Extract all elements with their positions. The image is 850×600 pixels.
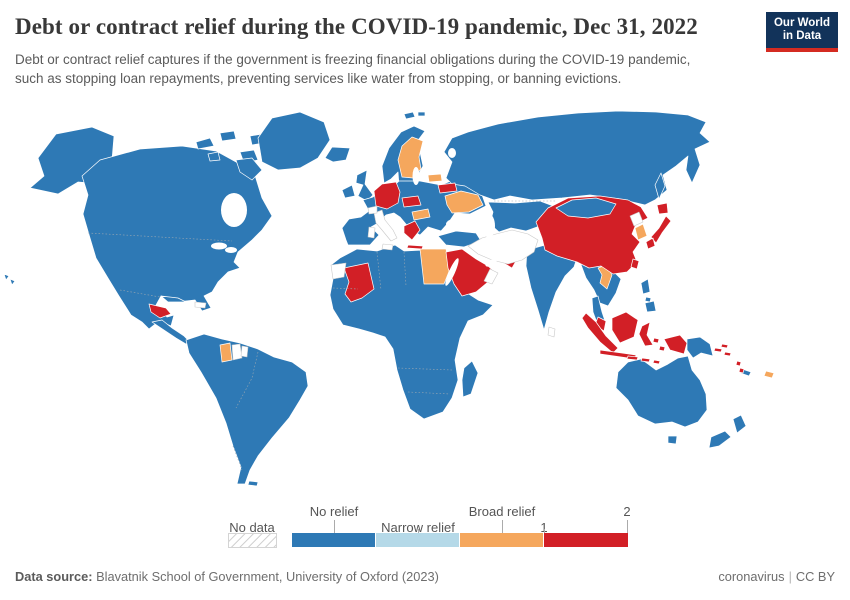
country-japan[interactable] — [645, 202, 672, 250]
license-link[interactable]: CC BY — [795, 569, 835, 584]
country-czechia[interactable] — [401, 195, 422, 208]
country-china[interactable] — [535, 195, 649, 275]
legend-no-data-label: No data — [229, 520, 275, 535]
legend-bin-no-relief[interactable] — [292, 533, 375, 547]
country-fiji[interactable] — [763, 370, 775, 379]
country-suriname[interactable] — [231, 343, 243, 361]
coronavirus-link[interactable]: coronavirus — [718, 569, 785, 584]
data-source-label: Data source: — [15, 569, 93, 584]
footer-separator: | — [788, 569, 792, 584]
legend-color-bar — [292, 533, 628, 547]
baffin-island[interactable] — [235, 157, 263, 181]
svalbard[interactable] — [403, 111, 426, 120]
legend-narrow-relief-label: Narrow relief — [381, 520, 455, 535]
western-sahara[interactable] — [330, 262, 347, 280]
country-hungary[interactable] — [411, 208, 431, 221]
country-cuba[interactable] — [160, 295, 187, 303]
country-sri-lanka[interactable] — [547, 326, 556, 338]
french-guiana[interactable] — [240, 345, 249, 358]
page-title: Debt or contract relief during the COVID… — [15, 14, 698, 39]
country-mongolia[interactable] — [555, 197, 617, 219]
country-north-korea[interactable] — [629, 211, 644, 227]
vanuatu[interactable] — [735, 360, 745, 374]
country-ireland[interactable] — [341, 184, 356, 199]
chart-footer: Data source: Blavatnik School of Governm… — [0, 563, 850, 593]
arctic-island[interactable] — [219, 130, 237, 142]
country-oman[interactable] — [483, 268, 499, 285]
country-estonia[interactable] — [427, 173, 443, 183]
country-uk[interactable] — [355, 169, 374, 202]
legend-bin-narrow-relief[interactable] — [376, 533, 459, 547]
country-papua-new-guinea[interactable] — [686, 336, 714, 359]
falkland-islands[interactable] — [247, 480, 259, 487]
legend-tick — [627, 520, 628, 533]
legend-tick-2-label: 2 — [623, 504, 631, 519]
country-philippines[interactable] — [640, 278, 657, 313]
world-map — [0, 105, 850, 505]
hawaii-islands[interactable] — [3, 273, 16, 286]
country-lithuania[interactable] — [437, 182, 458, 194]
footer-links: coronavirus | CC BY — [718, 569, 835, 584]
legend-no-relief-label: No relief — [309, 504, 359, 519]
sakhalin[interactable] — [654, 172, 666, 200]
legend-tick — [502, 520, 503, 533]
country-iceland[interactable] — [324, 146, 351, 163]
owid-logo-line1: Our World — [773, 16, 830, 29]
legend-tick-1-label: 1 — [540, 520, 548, 535]
country-australia[interactable] — [615, 355, 708, 428]
chart-subtitle: Debt or contract relief captures if the … — [15, 52, 691, 87]
country-egypt[interactable] — [419, 248, 451, 285]
country-honduras[interactable] — [148, 303, 172, 319]
lesser-sunda-islands[interactable] — [626, 355, 661, 365]
tasmania[interactable] — [667, 435, 678, 445]
legend-bin-max[interactable] — [544, 533, 628, 547]
country-taiwan[interactable] — [630, 258, 640, 270]
owid-logo[interactable]: Our World in Data — [766, 12, 838, 52]
arctic-island[interactable] — [195, 137, 215, 150]
country-greece[interactable] — [403, 220, 424, 250]
borneo[interactable] — [611, 311, 639, 344]
data-source-text: Blavatnik School of Government, Universi… — [92, 569, 439, 584]
country-new-zealand[interactable] — [708, 414, 747, 449]
data-source: Data source: Blavatnik School of Governm… — [15, 569, 439, 584]
legend-tick — [418, 529, 419, 533]
legend-tick — [544, 529, 545, 533]
hispaniola[interactable] — [194, 301, 207, 309]
country-russia[interactable] — [443, 110, 711, 206]
maluku-islands[interactable] — [652, 337, 666, 352]
country-ukraine[interactable] — [444, 190, 484, 214]
country-greenland[interactable] — [257, 111, 331, 171]
country-madagascar[interactable] — [461, 360, 479, 398]
owid-logo-line2: in Data — [782, 30, 822, 42]
west-papua[interactable] — [663, 334, 688, 355]
map-legend: No data No relief Narrow relief Broad re… — [0, 503, 850, 553]
layer-no-relief — [3, 110, 752, 487]
sulawesi[interactable] — [638, 321, 654, 347]
legend-bin-broad-relief[interactable] — [460, 533, 543, 547]
country-south-korea[interactable] — [634, 223, 648, 241]
layer-no-relief-overlay — [555, 197, 714, 359]
country-germany[interactable] — [373, 181, 401, 210]
legend-no-data-swatch[interactable] — [228, 533, 277, 548]
solomon-islands[interactable] — [713, 343, 732, 357]
legend-tick — [334, 520, 335, 533]
country-italy[interactable] — [367, 209, 398, 251]
country-guyana[interactable] — [219, 342, 233, 363]
legend-broad-relief-label: Broad relief — [468, 504, 536, 519]
country-switzerland[interactable] — [367, 205, 378, 215]
arctic-island[interactable] — [207, 151, 221, 162]
